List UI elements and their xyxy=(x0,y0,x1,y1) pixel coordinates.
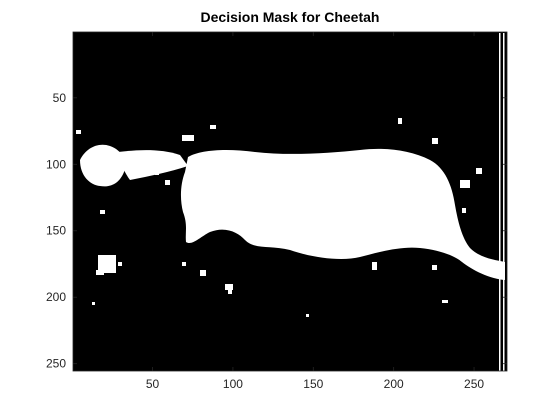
y-tick-label: 100 xyxy=(46,157,66,171)
figure-title: Decision Mask for Cheetah xyxy=(200,9,380,25)
mask-image xyxy=(73,32,507,371)
y-tick-label: 50 xyxy=(53,91,67,105)
x-tick-label: 150 xyxy=(303,377,323,391)
x-tick-label: 250 xyxy=(464,377,484,391)
cheetah-silhouette xyxy=(76,33,505,371)
y-tick-label: 150 xyxy=(46,224,66,238)
x-axis: 50 100 150 200 250 xyxy=(146,32,484,391)
y-tick-label: 250 xyxy=(46,357,66,371)
x-tick-label: 100 xyxy=(223,377,243,391)
y-tick-label: 200 xyxy=(46,290,66,304)
y-axis: 50 100 150 200 250 xyxy=(46,91,507,371)
axes-box xyxy=(72,31,508,372)
x-tick-label: 50 xyxy=(146,377,160,391)
x-tick-label: 200 xyxy=(384,377,404,391)
